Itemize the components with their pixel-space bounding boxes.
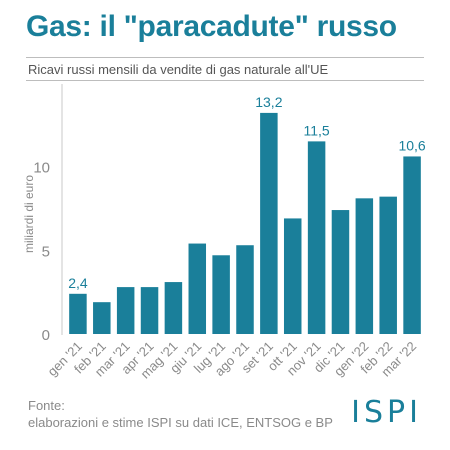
bar — [188, 243, 207, 334]
subtitle-divider — [26, 80, 424, 81]
bar — [260, 112, 278, 335]
chart-subtitle: Ricavi russi mensili da vendite di gas n… — [28, 62, 329, 77]
bar — [212, 255, 230, 334]
data-label: 11,5 — [303, 122, 329, 138]
bar — [116, 287, 135, 334]
data-label: 10,6 — [398, 137, 425, 153]
bar — [236, 245, 254, 334]
bar — [307, 141, 326, 335]
source-text: elaborazioni e stime ISPI su dati ICE, E… — [28, 415, 333, 430]
bar — [403, 156, 421, 334]
ispi-logo: ISPI — [351, 395, 422, 430]
bar — [93, 302, 111, 334]
source-label: Fonte: — [28, 398, 65, 413]
data-label: 2,4 — [68, 275, 88, 291]
bar — [355, 198, 374, 334]
data-label: 13,2 — [255, 94, 282, 110]
y-tick-label: 10 — [33, 160, 50, 177]
y-tick-label: 5 — [42, 243, 50, 260]
y-axis-label: miliardi di euro — [22, 175, 36, 253]
title-divider — [26, 57, 424, 58]
bar — [140, 287, 159, 334]
bar — [69, 293, 87, 334]
chart-title: Gas: il "paracadute" russo — [26, 10, 397, 43]
bar — [379, 196, 397, 334]
bar — [283, 218, 302, 334]
y-tick-label: 0 — [42, 327, 50, 344]
bar — [331, 210, 350, 334]
bar — [164, 282, 183, 334]
